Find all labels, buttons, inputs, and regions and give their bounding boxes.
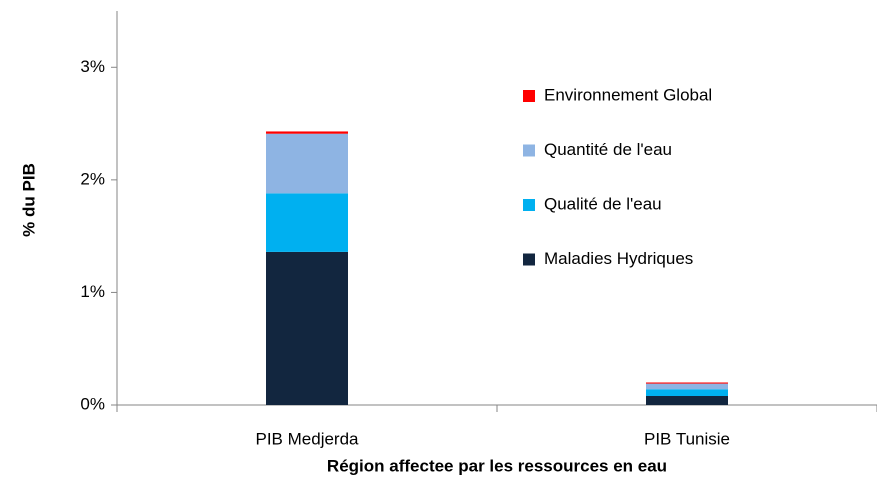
bar-segment (266, 133, 348, 194)
bar-segment (266, 251, 348, 405)
bar-segment (646, 382, 728, 384)
bar-segment (266, 131, 348, 134)
legend-swatch (523, 144, 535, 157)
legend-swatch (523, 90, 535, 102)
y-axis-label: % du PIB (19, 163, 38, 237)
legend-label: Qualité de l'eau (544, 194, 662, 213)
legend-swatch (523, 253, 535, 266)
legend-swatch (523, 199, 535, 211)
y-tick-label: 3% (80, 57, 105, 76)
legend-label: Quantité de l'eau (544, 140, 672, 159)
x-tick-label: PIB Medjerda (256, 429, 360, 448)
y-tick-label: 2% (80, 169, 105, 188)
legend-label: Environnement Global (544, 85, 712, 104)
bar-segment (266, 193, 348, 252)
y-tick-label: 1% (80, 282, 105, 301)
y-tick-label: 0% (80, 394, 105, 413)
bar-segment (646, 395, 728, 405)
x-tick-label: PIB Tunisie (644, 429, 730, 448)
legend-label: Maladies Hydriques (544, 249, 693, 268)
x-axis-label: Région affectee par les ressources en ea… (327, 456, 667, 475)
bar-segment (646, 389, 728, 396)
bar-segment (646, 383, 728, 390)
